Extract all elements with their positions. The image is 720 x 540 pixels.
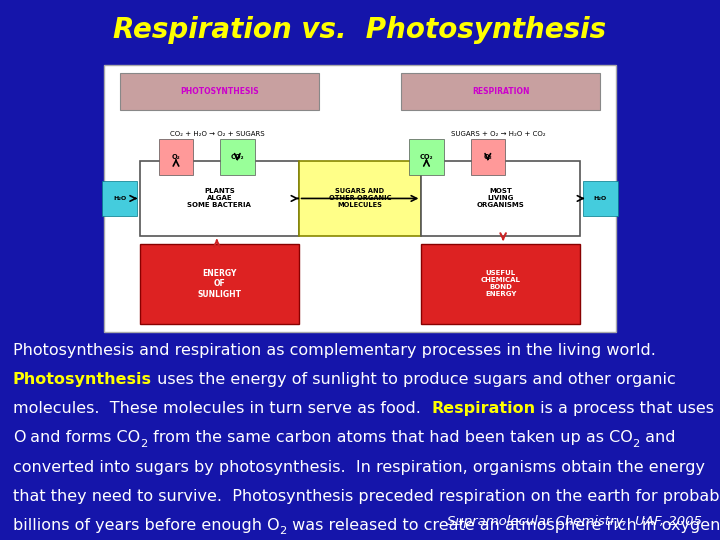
Bar <box>120 73 319 110</box>
Bar <box>140 244 299 324</box>
Text: H₂O: H₂O <box>593 196 607 201</box>
Text: Photosynthesis and respiration as complementary processes in the living world.: Photosynthesis and respiration as comple… <box>13 343 656 358</box>
Bar <box>104 65 616 332</box>
Text: and forms CO: and forms CO <box>25 430 140 445</box>
Bar <box>299 161 421 236</box>
Text: PLANTS
ALGAE
SOME BACTERIA: PLANTS ALGAE SOME BACTERIA <box>187 188 251 208</box>
Text: SUGARS + O₂ → H₂O + CO₂: SUGARS + O₂ → H₂O + CO₂ <box>451 131 545 137</box>
Text: RESPIRATION: RESPIRATION <box>472 87 529 96</box>
Text: Respiration: Respiration <box>431 401 535 416</box>
Bar <box>158 139 193 174</box>
Bar <box>409 139 444 174</box>
Text: PHOTOSYNTHESIS: PHOTOSYNTHESIS <box>180 87 258 96</box>
Bar <box>401 73 600 110</box>
Bar <box>140 161 299 236</box>
Bar <box>471 139 505 174</box>
Text: 2: 2 <box>633 438 640 449</box>
Text: Supramolecular Chemistry,  UAF, 2005: Supramolecular Chemistry, UAF, 2005 <box>447 515 702 528</box>
Text: O: O <box>13 430 25 445</box>
Text: SUGARS AND
OTHER ORGANIC
MOLECULES: SUGARS AND OTHER ORGANIC MOLECULES <box>329 188 391 208</box>
Text: and: and <box>640 430 675 445</box>
Text: CO₂ + H₂O → O₂ + SUGARS: CO₂ + H₂O → O₂ + SUGARS <box>169 131 264 137</box>
Text: H₂O: H₂O <box>113 196 127 201</box>
Text: USEFUL
CHEMICAL
BOND
ENERGY: USEFUL CHEMICAL BOND ENERGY <box>481 271 521 298</box>
Text: was released to create an atmosphere rich in oxygen.: was released to create an atmosphere ric… <box>287 518 720 533</box>
Bar <box>102 181 137 216</box>
Text: O₂: O₂ <box>171 154 180 160</box>
Text: is a process that uses: is a process that uses <box>535 401 714 416</box>
Text: molecules.  These molecules in turn serve as food.: molecules. These molecules in turn serve… <box>13 401 431 416</box>
Text: converted into sugars by photosynthesis.  In respiration, organisms obtain the e: converted into sugars by photosynthesis.… <box>13 460 705 475</box>
Text: from the same carbon atoms that had been taken up as CO: from the same carbon atoms that had been… <box>148 430 633 445</box>
Text: ENERGY
OF
SUNLIGHT: ENERGY OF SUNLIGHT <box>197 269 241 299</box>
Text: CO₂: CO₂ <box>230 154 244 160</box>
Text: that they need to survive.  Photosynthesis preceded respiration on the earth for: that they need to survive. Photosynthesi… <box>13 489 720 504</box>
Text: uses the energy of sunlight to produce sugars and other organic: uses the energy of sunlight to produce s… <box>152 372 675 387</box>
Bar <box>583 181 618 216</box>
Text: 2: 2 <box>279 526 287 536</box>
Text: Photosynthesis: Photosynthesis <box>13 372 152 387</box>
Text: CO₂: CO₂ <box>420 154 433 160</box>
Text: billions of years before enough O: billions of years before enough O <box>13 518 279 533</box>
Bar <box>220 139 255 174</box>
Bar <box>421 161 580 236</box>
Text: MOST
LIVING
ORGANISMS: MOST LIVING ORGANISMS <box>477 188 524 208</box>
Text: Respiration vs.  Photosynthesis: Respiration vs. Photosynthesis <box>114 16 606 44</box>
Text: 2: 2 <box>140 438 148 449</box>
Text: O₂: O₂ <box>484 154 492 160</box>
Bar <box>421 244 580 324</box>
